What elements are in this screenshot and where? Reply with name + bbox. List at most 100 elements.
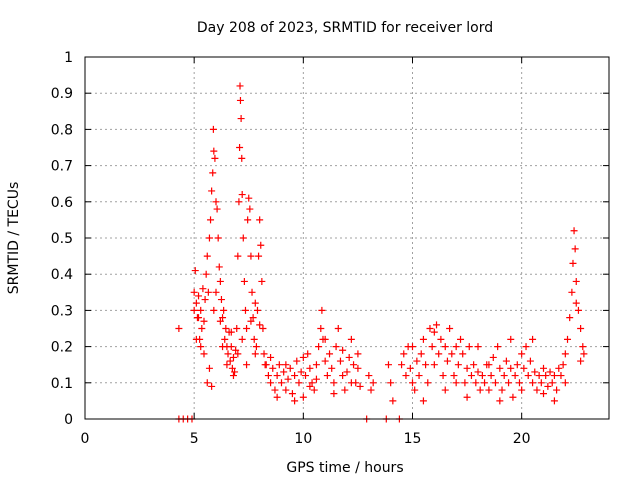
data-point (222, 325, 230, 332)
data-point (439, 372, 447, 380)
data-point (321, 357, 329, 365)
data-point (550, 397, 558, 405)
data-point (291, 372, 299, 380)
data-point (417, 350, 425, 358)
data-point (315, 343, 323, 351)
data-point (288, 390, 296, 398)
data-point (577, 357, 585, 365)
data-point (229, 372, 237, 380)
data-point (491, 379, 499, 387)
data-point (198, 325, 206, 332)
data-point (312, 375, 320, 383)
data-point (441, 386, 449, 394)
data-point (260, 350, 268, 358)
data-point (579, 343, 587, 351)
y-tick-label: 0.2 (51, 340, 73, 356)
data-point (275, 361, 283, 369)
data-point (457, 335, 465, 343)
data-point (249, 314, 257, 322)
data-point (299, 393, 307, 401)
data-point (446, 325, 454, 332)
data-point (269, 364, 277, 372)
data-point (273, 372, 281, 380)
data-point (286, 364, 294, 372)
data-point (406, 364, 414, 372)
data-point (321, 335, 329, 343)
data-point (568, 288, 576, 296)
y-tick-label: 0.3 (51, 303, 73, 319)
data-point (332, 343, 340, 351)
data-point (577, 325, 585, 332)
data-point (570, 227, 578, 235)
data-point (542, 372, 550, 380)
data-point (334, 325, 342, 332)
data-point (306, 382, 314, 390)
data-point (535, 372, 543, 380)
data-point (498, 386, 506, 394)
data-point (238, 335, 246, 343)
x-tick-label: 10 (294, 431, 312, 447)
data-point (422, 361, 430, 369)
data-point (197, 343, 205, 351)
data-point (546, 368, 554, 376)
data-point (561, 379, 569, 387)
data-point (415, 372, 423, 380)
grid (85, 57, 609, 419)
data-point (323, 372, 331, 380)
data-point (280, 368, 288, 376)
data-point (537, 379, 545, 387)
data-point (209, 169, 217, 177)
data-point (190, 306, 198, 314)
data-point (387, 379, 395, 387)
data-point (295, 379, 303, 387)
data-point (564, 335, 572, 343)
data-point (267, 379, 275, 387)
data-points (175, 82, 588, 423)
data-point (251, 299, 259, 307)
data-point (580, 350, 588, 358)
data-point (452, 343, 460, 351)
data-point (520, 364, 528, 372)
data-point (293, 357, 301, 365)
data-point (465, 343, 473, 351)
data-point (326, 350, 334, 358)
data-point (478, 372, 486, 380)
data-point (247, 252, 255, 260)
data-point (203, 252, 211, 260)
data-point (347, 379, 355, 387)
data-point (330, 379, 338, 387)
data-point (262, 361, 270, 369)
data-point (507, 335, 515, 343)
data-point (328, 364, 336, 372)
data-point (454, 361, 462, 369)
data-point (212, 198, 220, 206)
data-point (211, 154, 219, 162)
data-point (224, 350, 232, 358)
data-point (402, 372, 410, 380)
data-point (228, 364, 236, 372)
data-point (190, 288, 198, 296)
data-point (452, 379, 460, 387)
data-point (336, 357, 344, 365)
data-point (248, 288, 256, 296)
data-point (282, 386, 290, 394)
y-tick-label: 0 (64, 412, 73, 428)
data-point (197, 306, 205, 314)
data-point (175, 325, 183, 332)
data-point (419, 335, 427, 343)
data-point (400, 350, 408, 358)
data-point (220, 306, 228, 314)
data-point (215, 263, 223, 271)
data-point (413, 357, 421, 365)
y-tick-label: 1 (64, 50, 73, 66)
data-point (529, 335, 537, 343)
data-point (419, 397, 427, 405)
data-point (515, 379, 523, 387)
data-point (409, 379, 416, 387)
data-point (257, 241, 265, 249)
data-point (236, 96, 244, 104)
data-point (291, 397, 299, 405)
data-point (227, 328, 235, 336)
data-point (226, 357, 234, 365)
data-point (192, 335, 200, 343)
